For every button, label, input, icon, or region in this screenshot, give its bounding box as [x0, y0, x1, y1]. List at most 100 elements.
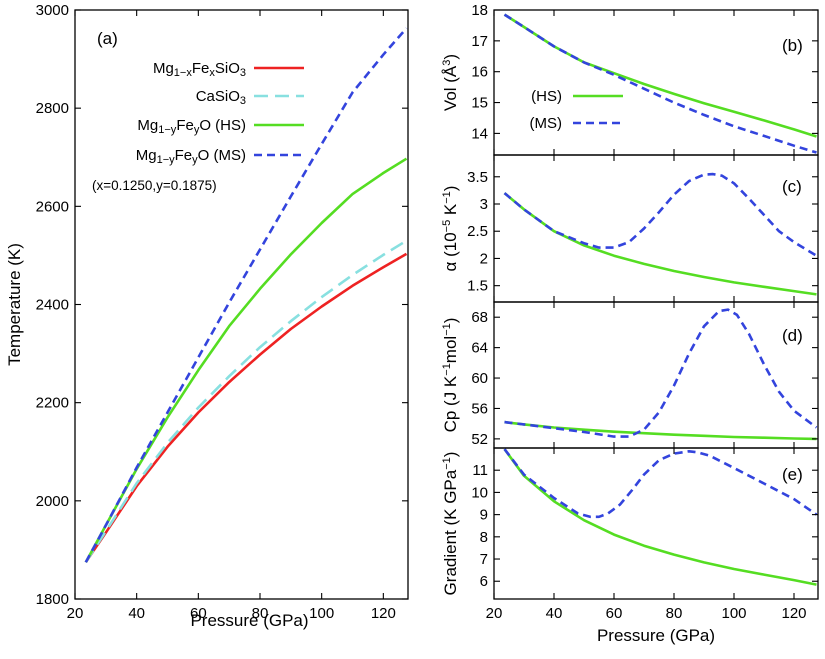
plot-frame [493, 154, 819, 303]
series-line-casio3 [84, 239, 408, 563]
panel-label: (c) [782, 177, 802, 196]
label-superscript: −1 [441, 457, 453, 470]
panel-label: (b) [782, 36, 803, 55]
label-part: Gradient (K GPa [441, 469, 460, 595]
legend-label: (HS) [531, 88, 562, 105]
y-tick-label: 68 [471, 309, 488, 326]
y-axis-label: Temperature (K) [5, 243, 24, 366]
legend-subscript: 3 [240, 95, 246, 107]
panel-label: (e) [782, 465, 803, 484]
y-tick-label: 2 [480, 250, 488, 267]
legend-text-part: Mg [136, 147, 157, 164]
y-tick-label: 8 [480, 529, 488, 546]
y-tick-label: 6 [480, 573, 488, 590]
legend-label: (MS) [530, 115, 563, 132]
series-line-mg1-yfeyo-ms [84, 27, 408, 563]
y-axis-label: α (10−5 K−1) [441, 186, 460, 272]
x-axis-label: Pressure (GPa) [190, 611, 308, 630]
x-tick-label: 80 [666, 605, 683, 622]
legend-subscript: y [192, 154, 198, 166]
y-tick-label: 9 [480, 507, 488, 524]
y-tick-label: 18 [471, 2, 488, 19]
legend-text-part: (HS) [211, 117, 246, 134]
y-axis-label: Vol (Å3) [441, 54, 460, 111]
x-tick-label: 20 [67, 605, 84, 622]
label-superscript: −1 [441, 323, 453, 336]
y-tick-label: 3.5 [467, 169, 488, 186]
series-line-ms [503, 13, 817, 154]
composition-annotation: (x=0.1250,y=0.1875) [92, 178, 217, 193]
y-tick-label: 15 [471, 95, 488, 112]
y-tick-label: 11 [472, 462, 488, 479]
label-part: Vol ( [441, 77, 460, 111]
panel-label: (a) [97, 29, 118, 48]
legend-text-part: CaSiO [196, 88, 240, 105]
legend-label: Mg1−yFeyO (HS) [137, 117, 246, 136]
y-tick-label: 2600 [36, 198, 69, 215]
x-tick-label: 80 [252, 605, 269, 622]
y-tick-label: 3000 [36, 2, 69, 19]
y-tick-label: 60 [471, 370, 488, 387]
legend-subscript: 1−y [157, 154, 176, 166]
y-tick-label: 10 [471, 484, 488, 501]
y-tick-label: 1800 [36, 591, 69, 608]
plot-frame [74, 9, 409, 600]
panel-label: (d) [782, 326, 803, 345]
x-tick-label: 20 [486, 605, 503, 622]
plot-frame [493, 447, 819, 600]
legend-text-part: Mg [137, 117, 158, 134]
y-tick-label: 2200 [36, 395, 69, 412]
legend-text-part: O [199, 117, 211, 134]
y-tick-label: 1.5 [467, 278, 488, 295]
x-tick-label: 60 [190, 605, 207, 622]
y-tick-label: 2400 [36, 297, 69, 314]
legend-subscript: y [194, 124, 200, 136]
y-tick-label: 56 [471, 400, 488, 417]
label-superscript: −1 [441, 191, 453, 204]
x-tick-label: 40 [128, 605, 145, 622]
series-line-ms [503, 448, 818, 519]
legend-text-part: Fe [176, 117, 194, 134]
y-tick-label: 2.5 [467, 223, 488, 240]
series-line-hs [504, 420, 817, 441]
x-tick-label: 100 [721, 605, 746, 622]
legend-subscript: x [209, 67, 215, 79]
x-tick-label: 100 [309, 605, 334, 622]
y-tick-label: 2800 [36, 100, 69, 117]
panel-e: 20 40 60 80 100 120 6 7 8 9 10 11 (e) Pressure (GPa) G… [441, 447, 819, 645]
panel-c: 1.5 2 2.5 3 3.5 (c) α (10−5 K−1) [441, 154, 819, 303]
label-superscript: −1 [441, 363, 453, 376]
y-tick-label: 7 [480, 551, 488, 568]
series-line-ms [504, 308, 818, 438]
y-tick-label: 52 [471, 431, 488, 448]
legend-label: Mg1−yFeyO (MS) [136, 147, 246, 166]
legend-subscript: 3 [240, 67, 246, 79]
y-tick-label: 17 [471, 33, 488, 50]
label-part: K [441, 203, 460, 220]
panel-a: 20 40 60 80 100 120 1800 2000 2200 2400 2600 2800 30… [5, 2, 409, 630]
series-line-mg1-xfexsio3 [84, 252, 408, 563]
legend-subscript: 1−x [174, 67, 193, 79]
label-part: ) [441, 318, 460, 324]
y-axis-label: Gradient (K GPa−1) [441, 452, 460, 596]
y-tick-label: 3 [480, 196, 488, 213]
y-tick-label: 2000 [36, 493, 69, 510]
label-part: ) [441, 186, 460, 192]
series-line-ms [503, 172, 818, 257]
y-tick-label: 64 [471, 340, 488, 357]
series-line-hs [503, 192, 817, 296]
legend-text-part: Mg [153, 60, 174, 77]
x-tick-label: 60 [606, 605, 623, 622]
legend-text-part: Fe [192, 60, 210, 77]
legend-subscript: 1−y [158, 124, 177, 136]
panel-b: 14 15 16 17 18 (b) Vol (Å3) (HS) (MS) [441, 2, 819, 156]
label-superscript: −5 [441, 220, 453, 233]
label-part: mol [441, 336, 460, 363]
y-axis-label: Cp (J K−1mol−1) [441, 318, 460, 433]
y-tick-label: 14 [471, 125, 488, 142]
label-part: Cp (J K [441, 375, 460, 432]
legend-text-part: SiO [215, 60, 240, 77]
legend-label: CaSiO3 [196, 88, 246, 107]
